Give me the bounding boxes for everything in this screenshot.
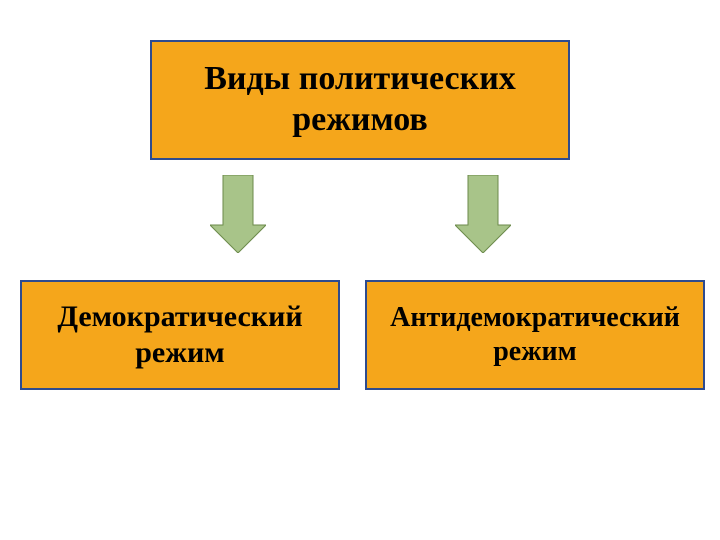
left-child-label: Демократический режим bbox=[22, 299, 338, 371]
right-child-label: Антидемократический режим bbox=[367, 301, 703, 368]
arrow-down-icon bbox=[210, 175, 266, 253]
root-node-label: Виды политических режимов bbox=[152, 59, 568, 141]
right-child-node: Антидемократический режим bbox=[365, 280, 705, 390]
arrow-down-icon bbox=[455, 175, 511, 253]
left-child-node: Демократический режим bbox=[20, 280, 340, 390]
root-node: Виды политических режимов bbox=[150, 40, 570, 160]
